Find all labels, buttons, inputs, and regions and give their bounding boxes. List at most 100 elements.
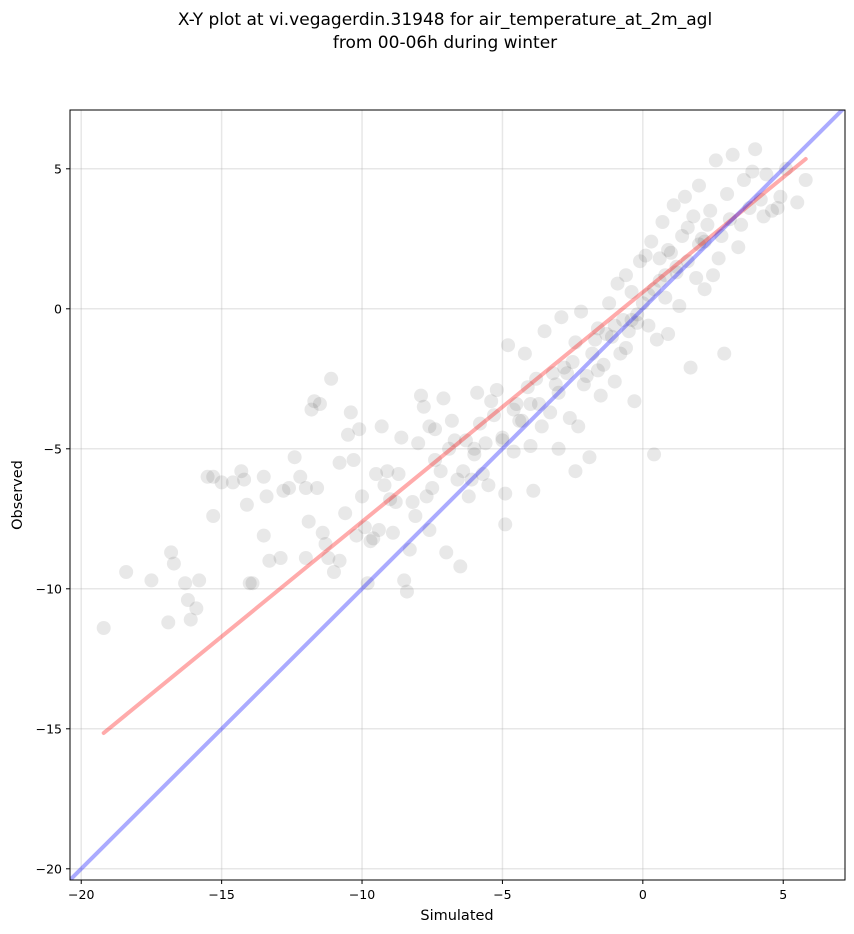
data-point (588, 332, 603, 347)
data-point (621, 324, 636, 339)
data-point (593, 388, 608, 403)
data-point (641, 287, 656, 302)
data-point (714, 229, 729, 243)
data-point (694, 231, 709, 246)
data-point (596, 357, 611, 372)
data-point (568, 464, 583, 479)
data-point (501, 338, 516, 353)
data-point (661, 327, 676, 341)
data-point (450, 472, 465, 487)
data-point (346, 453, 361, 467)
y-axis-ticks: −20 −15 −10 −5 0 5 (36, 161, 70, 876)
plot-frame (69, 109, 846, 881)
data-point (276, 483, 291, 498)
data-point (273, 551, 288, 565)
data-point (402, 542, 417, 557)
data-point (602, 296, 617, 311)
data-point (725, 147, 740, 162)
data-point (422, 523, 437, 537)
data-point (332, 553, 347, 568)
data-point (458, 433, 473, 448)
data-point (697, 234, 712, 249)
data-point (630, 307, 645, 322)
data-point (627, 394, 642, 409)
data-point (464, 472, 479, 487)
data-point (590, 363, 605, 378)
data-point (453, 559, 468, 574)
data-point (512, 413, 527, 428)
data-point (164, 545, 179, 560)
data-point (590, 321, 605, 336)
data-point (691, 237, 706, 252)
data-point (790, 195, 805, 210)
data-point (574, 304, 589, 319)
data-point (234, 464, 249, 479)
data-point (669, 265, 684, 280)
chart-title-line-2: from 00-06h during winter (333, 33, 557, 53)
data-point (200, 469, 215, 484)
data-point (571, 419, 586, 434)
data-point (394, 430, 409, 445)
data-point (96, 621, 111, 635)
data-point (399, 584, 414, 599)
data-point (652, 251, 667, 266)
data-point (343, 405, 358, 420)
data-point (624, 285, 639, 299)
data-point (655, 215, 670, 229)
data-point (355, 489, 370, 504)
data-point (557, 360, 572, 375)
y-tick-label: 0 (54, 301, 62, 316)
data-point (214, 475, 229, 490)
data-point (183, 612, 198, 627)
data-point (582, 450, 597, 465)
grid-lines (70, 110, 845, 880)
data-point (411, 436, 426, 451)
data-point (366, 531, 381, 546)
data-point (610, 276, 625, 291)
data-point (658, 268, 673, 283)
data-point (436, 391, 451, 406)
data-point (259, 489, 274, 504)
data-point (119, 565, 134, 579)
data-point (697, 282, 712, 297)
data-point (565, 355, 580, 369)
data-point (447, 433, 462, 448)
data-point (731, 240, 746, 255)
data-point (419, 489, 434, 504)
chart-title-line-1: X-Y plot at vi.vegagerdin.31948 for air_… (178, 10, 712, 30)
data-point (753, 192, 768, 207)
data-point (442, 441, 457, 456)
data-point (444, 413, 459, 428)
data-point (478, 436, 493, 451)
data-point (408, 509, 423, 523)
data-point (680, 254, 695, 269)
data-point (428, 422, 443, 437)
data-point (649, 332, 664, 347)
data-point (481, 478, 496, 493)
data-point (798, 173, 813, 187)
data-point (624, 313, 639, 327)
fit-line (101, 157, 808, 735)
data-point (720, 187, 735, 201)
data-point (206, 509, 221, 523)
data-point (579, 369, 594, 383)
x-axis-label: Simulated (420, 908, 493, 924)
data-point (237, 472, 252, 487)
data-point (537, 324, 552, 339)
data-point (321, 551, 336, 565)
data-point (562, 411, 577, 425)
data-point (607, 374, 622, 389)
data-point (568, 335, 583, 350)
data-point (397, 573, 412, 588)
data-point (298, 481, 313, 495)
data-point (416, 399, 431, 414)
data-point (360, 576, 375, 591)
data-point (545, 366, 560, 381)
data-point (484, 394, 499, 409)
data-point (526, 483, 541, 498)
data-point (708, 153, 723, 168)
data-point (161, 615, 176, 630)
data-point (371, 523, 386, 537)
data-point (711, 251, 726, 266)
